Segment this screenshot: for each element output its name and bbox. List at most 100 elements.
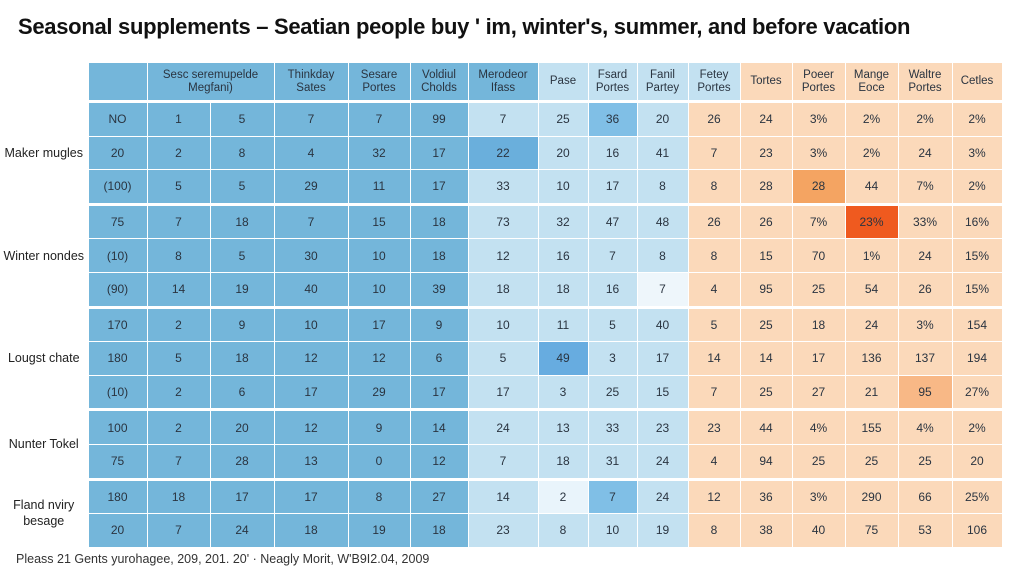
table-cell: (10) <box>87 374 148 411</box>
column-header: Voldiul Cholds <box>409 62 469 102</box>
table-cell: 2 <box>146 374 211 411</box>
table-cell: 73 <box>467 202 539 240</box>
table-cell: (100) <box>87 169 148 205</box>
table-cell: 17 <box>209 477 275 515</box>
table-cell: 24 <box>209 513 275 548</box>
table-cell: 24 <box>739 100 793 137</box>
table-cell: 8 <box>146 238 211 273</box>
table-cell: 7 <box>687 135 741 171</box>
table-cell: 18 <box>791 305 846 343</box>
table-cell: 26 <box>687 100 741 137</box>
table-cell: 26 <box>897 271 953 308</box>
table-cell: 2% <box>844 100 899 137</box>
table-cell: 2 <box>146 305 211 343</box>
table-cell: 7 <box>146 443 211 480</box>
table-cell: 25 <box>739 305 793 343</box>
table-cell: 5 <box>587 305 638 343</box>
table-cell: 20 <box>951 443 1003 480</box>
table-cell: 2% <box>951 169 1003 205</box>
table-cell: 22 <box>467 135 539 171</box>
table-cell: (90) <box>87 271 148 308</box>
table-row: (100) 5 5 29 11 17 33 10 17 8 8 28 28 44 7% 2% <box>0 169 1003 205</box>
table-cell: 24 <box>897 238 953 273</box>
table-cell: 24 <box>897 135 953 171</box>
table-cell: 20 <box>87 513 148 548</box>
table-cell: 17 <box>273 477 349 515</box>
table-cell: 10 <box>467 305 539 343</box>
table-cell: 75 <box>844 513 899 548</box>
table-cell: 18 <box>409 238 469 273</box>
column-header: Poeer Portes <box>791 62 846 102</box>
table-cell: 9 <box>209 305 275 343</box>
table-cell: 17 <box>273 374 349 411</box>
table-cell: 8 <box>687 238 741 273</box>
table-cell: 194 <box>951 341 1003 376</box>
table-cell: 2 <box>146 135 211 171</box>
header-row: Sesc seremupelde Megfani) Thinkday Sates S… <box>0 62 1003 102</box>
table-cell: 38 <box>739 513 793 548</box>
table-cell: 154 <box>951 305 1003 343</box>
table-cell: 53 <box>897 513 953 548</box>
table-cell: 17 <box>791 341 846 376</box>
table-cell: 2% <box>951 408 1003 445</box>
table-cell: 18 <box>273 513 349 548</box>
table-cell: 47 <box>587 202 638 240</box>
column-header: Waltre Portes <box>897 62 953 102</box>
group-label: Nunter Tokel <box>0 409 88 480</box>
table-cell: 4 <box>687 443 741 480</box>
table-cell: 180 <box>87 477 148 515</box>
table-cell: 70 <box>791 238 846 273</box>
table-cell: 18 <box>537 443 589 480</box>
table-cell: 40 <box>636 305 689 343</box>
table-cell: 27 <box>791 374 846 411</box>
table-cell: 12 <box>467 238 539 273</box>
table-cell: 5 <box>467 341 539 376</box>
table-cell: 25% <box>951 477 1003 515</box>
table-cell: 7 <box>273 100 349 137</box>
table-cell: 3% <box>897 305 953 343</box>
table-cell: 5 <box>146 341 211 376</box>
table-row: 20 7 24 18 19 18 23 8 10 19 8 38 40 75 53 106 <box>0 513 1003 548</box>
table-cell: 40 <box>273 271 349 308</box>
table-cell: 25 <box>537 100 589 137</box>
table-cell: 49 <box>537 341 589 376</box>
table-cell: 8 <box>347 477 411 515</box>
table-cell: 3% <box>791 100 846 137</box>
table-cell: 0 <box>347 443 411 480</box>
table-cell: 2% <box>897 100 953 137</box>
table-cell: 54 <box>844 271 899 308</box>
table-cell: 7 <box>587 238 638 273</box>
table-cell: 3% <box>951 135 1003 171</box>
table-cell: 7 <box>146 513 211 548</box>
table-cell: 6 <box>409 341 469 376</box>
corner <box>0 62 88 102</box>
table-cell: 100 <box>87 408 148 445</box>
table-cell: 3% <box>791 135 846 171</box>
table-cell: 48 <box>636 202 689 240</box>
table-cell: 1% <box>844 238 899 273</box>
table-row: (10) 2 6 17 29 17 17 3 25 15 7 25 27 21 95 27% <box>0 374 1003 411</box>
table-cell: 17 <box>587 169 638 205</box>
group-label: Lougst chate <box>0 307 88 410</box>
table-cell: 23 <box>467 513 539 548</box>
table-cell: 19 <box>209 271 275 308</box>
table-cell: 15 <box>739 238 793 273</box>
table-cell: 155 <box>844 408 899 445</box>
table-cell: 14 <box>687 341 741 376</box>
table-cell: 3 <box>587 341 638 376</box>
table-cell: 18 <box>209 341 275 376</box>
table-cell: 3 <box>537 374 589 411</box>
table-cell: 33 <box>467 169 539 205</box>
table-cell: 14 <box>146 271 211 308</box>
table-cell: 36 <box>739 477 793 515</box>
table-cell: 24 <box>467 408 539 445</box>
group-label: Winter nondes <box>0 204 88 308</box>
table-cell: 7 <box>347 100 411 137</box>
table-cell: 30 <box>273 238 349 273</box>
supplement-table: Sesc seremupelde Megfani) Thinkday Sates S… <box>0 62 1003 548</box>
table-row: (10) 8 5 30 10 18 12 16 7 8 8 15 70 1% 24 15% <box>0 238 1003 273</box>
table-cell: 16 <box>587 135 638 171</box>
table-row: Maker mugles NO 1 5 7 7 99 7 25 36 20 26 24 3% 2% 2% 2% <box>0 100 1003 205</box>
table-row: 75 7 28 13 0 12 7 18 31 24 4 94 25 25 25 20 <box>0 443 1003 480</box>
table-cell: 18 <box>409 202 469 240</box>
